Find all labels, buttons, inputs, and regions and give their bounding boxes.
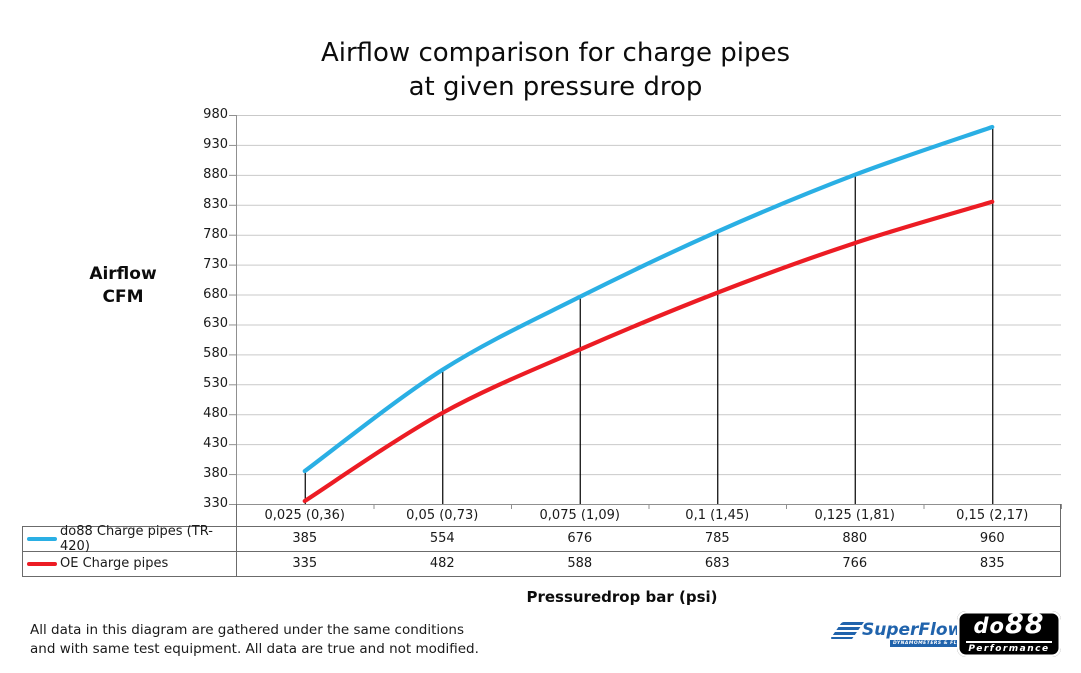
y-tick-label: 930 [203,136,228,152]
y-tick-label: 630 [203,316,228,332]
y-axis-title-line1: Airflow [89,264,157,284]
x-category-label: 0,15 (2,17) [956,508,1029,523]
y-tick-label: 980 [203,107,228,122]
x-axis-title: Pressuredrop bar (psi) [526,588,718,606]
y-tick-label: 830 [203,196,228,212]
footnote-line1: All data in this diagram are gathered un… [30,622,464,638]
x-category-label: 0,075 (1,09) [539,508,620,523]
y-tick-label: 480 [203,406,228,422]
table-value-cell: 683 [704,556,730,571]
table-value-cell: 676 [567,531,593,546]
legend-row-oe: OE Charge pipes [27,551,233,576]
y-tick-label: 880 [203,166,228,182]
x-category-label: 0,05 (0,73) [406,508,479,523]
do88-logo-subtext: Performance [968,644,1050,654]
y-tick-label: 680 [203,286,228,302]
table-value-cell: 554 [429,531,455,546]
do88-logo-text: do88 [973,609,1045,640]
table-value-cell: 335 [292,556,318,571]
y-tick-label: 730 [203,256,228,272]
chart-title-line2: at given pressure drop [408,72,703,102]
legend-label-oe: OE Charge pipes [60,556,169,571]
superflow-stripes-icon [830,622,864,639]
footnote: All data in this diagram are gathered un… [30,621,479,659]
y-tick-label: 780 [203,226,228,242]
series-line-0 [302,124,995,474]
legend-label-do88: do88 Charge pipes (TR-420) [60,523,213,554]
do88-logo-divider [966,641,1052,643]
table-value-cell: 766 [842,556,868,571]
do88-logo: do88 Performance [957,611,1061,657]
table-value-cell: 482 [429,556,455,571]
chart-title-line1: Airflow comparison for charge pipes [320,38,791,68]
chart-title: Airflow comparison for charge pipes at g… [30,36,1081,104]
y-tick-label: 430 [203,436,228,452]
footnote-line2: and with same test equipment. All data a… [30,641,479,657]
superflow-tagline: DYNAMOMETERS & FLOWBENCHES [890,640,997,647]
y-axis-title: Airflow CFM [63,263,183,309]
x-category-label: 0,1 (1,45) [685,508,750,523]
x-category-label: 0,025 (0,36) [264,508,345,523]
table-value-cell: 880 [842,531,868,546]
oe-series-swatch-icon [27,561,57,566]
table-value-cell: 385 [292,531,318,546]
y-tick-label: 530 [203,376,228,392]
table-value-cell: 588 [567,556,593,571]
y-tick-label: 330 [203,496,228,511]
table-value-cell: 960 [979,531,1005,546]
table-value-cell: 835 [979,556,1005,571]
series-line-1 [302,199,995,504]
table-value-cell: 785 [704,531,730,546]
superflow-logo-text: SuperFlow [862,620,964,640]
y-tick-label: 380 [203,466,228,482]
y-axis-title-line2: CFM [102,287,144,307]
do88-series-swatch-icon [27,536,57,541]
legend-row-do88: do88 Charge pipes (TR-420) [27,523,233,554]
y-tick-label: 580 [203,346,228,362]
x-category-label: 0,125 (1,81) [814,508,895,523]
